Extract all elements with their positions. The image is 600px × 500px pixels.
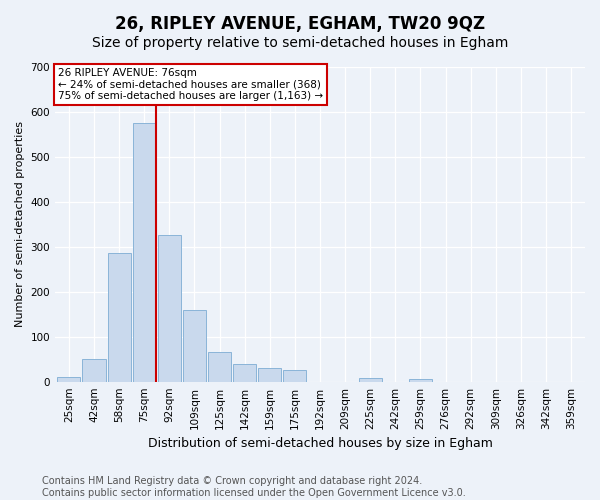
- Bar: [183, 310, 206, 382]
- Bar: [258, 368, 281, 382]
- X-axis label: Distribution of semi-detached houses by size in Egham: Distribution of semi-detached houses by …: [148, 437, 493, 450]
- Text: Size of property relative to semi-detached houses in Egham: Size of property relative to semi-detach…: [92, 36, 508, 50]
- Bar: [283, 370, 307, 382]
- Bar: [107, 254, 131, 382]
- Bar: [409, 380, 432, 382]
- Bar: [133, 123, 156, 382]
- Bar: [82, 359, 106, 382]
- Y-axis label: Number of semi-detached properties: Number of semi-detached properties: [15, 121, 25, 327]
- Text: Contains HM Land Registry data © Crown copyright and database right 2024.
Contai: Contains HM Land Registry data © Crown c…: [42, 476, 466, 498]
- Text: 26 RIPLEY AVENUE: 76sqm
← 24% of semi-detached houses are smaller (368)
75% of s: 26 RIPLEY AVENUE: 76sqm ← 24% of semi-de…: [58, 68, 323, 102]
- Text: 26, RIPLEY AVENUE, EGHAM, TW20 9QZ: 26, RIPLEY AVENUE, EGHAM, TW20 9QZ: [115, 15, 485, 33]
- Bar: [359, 378, 382, 382]
- Bar: [208, 352, 231, 382]
- Bar: [158, 236, 181, 382]
- Bar: [58, 377, 80, 382]
- Bar: [233, 364, 256, 382]
